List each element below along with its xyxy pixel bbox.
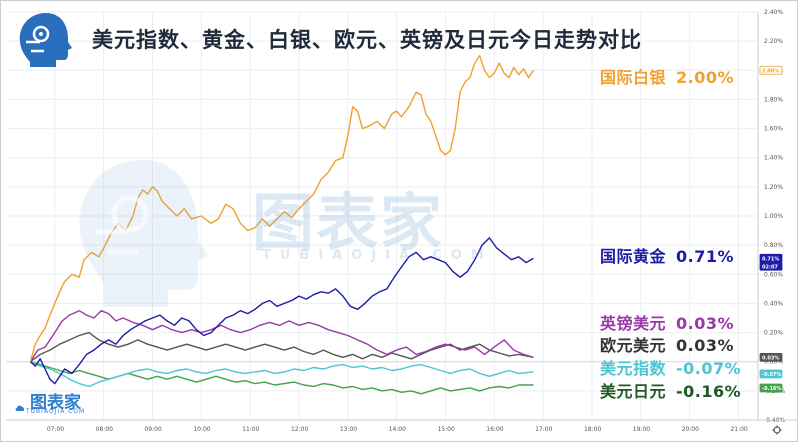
- x-tick-label: 12:00: [291, 426, 308, 433]
- y-tick-label: 0.40%: [764, 300, 783, 307]
- x-tick-label: 10:00: [193, 426, 210, 433]
- label-dxy: 美元指数 -0.07%: [600, 355, 741, 379]
- label-gold: 国际黄金 0.71%: [600, 243, 734, 267]
- label-eur-value: 0.03%: [676, 336, 735, 355]
- x-tick-label: 09:00: [144, 426, 161, 433]
- label-jpy: 美元日元 -0.16%: [600, 378, 741, 402]
- series-line-eur: [29, 331, 534, 363]
- label-gbp-value: 0.03%: [676, 314, 735, 333]
- label-dxy-value: -0.07%: [676, 359, 742, 378]
- x-tick-label: 13:00: [340, 426, 357, 433]
- price-badge-gold_extra: [759, 261, 783, 271]
- price-badge-text-jpy: -0.16%: [762, 386, 781, 392]
- label-gbp: 英镑美元 0.03%: [600, 310, 734, 334]
- y-tick-label: 2.40%: [764, 9, 783, 16]
- x-tick-label: 07:00: [47, 426, 64, 433]
- label-dxy-name: 美元指数: [600, 359, 667, 378]
- price-badge-text-silver: 2.00%: [762, 68, 779, 74]
- x-tick-label: 17:00: [535, 426, 552, 433]
- y-tick-label: 0.60%: [764, 271, 783, 278]
- settings-gear-icon[interactable]: [772, 425, 782, 435]
- x-tick-label: 11:00: [242, 426, 259, 433]
- x-tick-label: 08:00: [96, 426, 113, 433]
- y-tick-label: 1.60%: [764, 126, 783, 133]
- y-tick-label: 2.20%: [764, 38, 783, 45]
- x-tick-label: 20:00: [682, 426, 699, 433]
- watermark-head-icon: [79, 160, 208, 307]
- price-badge-dxy: [759, 369, 783, 379]
- label-eur-name: 欧元美元: [600, 336, 667, 355]
- series-line-dxy: [30, 361, 534, 388]
- price-badge-text-gold: 0.71%: [762, 256, 779, 262]
- chart-title: 美元指数、黄金、白银、欧元、英镑及日元今日走势对比: [92, 28, 642, 52]
- watermark-text: 图表家: [252, 186, 445, 259]
- label-silver: 国际白银 2.00%: [600, 64, 734, 88]
- cloud-icon: [15, 405, 25, 411]
- x-tick-label: 18:00: [584, 426, 601, 433]
- label-eur: 欧元美元 0.03%: [600, 332, 734, 356]
- series-line-gbp: [29, 310, 534, 363]
- y-tick-label: 0.20%: [764, 330, 783, 337]
- x-tick-label: 21:00: [730, 426, 747, 433]
- watermark-subtext: TUBIAOJIA.COM: [262, 248, 493, 263]
- x-tick-label: 14:00: [389, 426, 406, 433]
- y-tick-label: 1.80%: [764, 96, 783, 103]
- small-brand-logo: 图表家 TUBIAOJIA.COM: [14, 388, 104, 418]
- label-jpy-name: 美元日元: [600, 382, 667, 401]
- x-tick-label: 15:00: [437, 426, 454, 433]
- label-gbp-name: 英镑美元: [600, 314, 667, 333]
- y-tick-label: 1.40%: [764, 155, 783, 162]
- series-line-gold: [29, 237, 534, 385]
- price-badge-text-dxy: -0.07%: [762, 372, 781, 378]
- price-badge-eur: [759, 352, 783, 362]
- small-logo-text: 图表家: [30, 393, 81, 413]
- x-tick-label: 19:00: [633, 426, 650, 433]
- price-badge-silver: [759, 65, 783, 75]
- small-logo-subtext: TUBIAOJIA.COM: [26, 408, 86, 415]
- y-tick-label: 0.00%: [764, 359, 783, 366]
- series-line-jpy: [30, 361, 534, 395]
- price-badge-jpy: [759, 383, 783, 393]
- y-tick-label: 1.00%: [764, 213, 783, 220]
- y-tick-label: 0.80%: [764, 242, 783, 249]
- label-gold-name: 国际黄金: [600, 247, 667, 266]
- label-silver-name: 国际白银: [600, 68, 667, 87]
- label-gold-value: 0.71%: [676, 247, 735, 266]
- price-badge-text-eur: 0.03%: [762, 355, 779, 361]
- price-badge-text-gold_extra: 02:07: [762, 264, 778, 270]
- brand-head-logo-icon: [19, 13, 72, 67]
- y-tick-label: 1.20%: [764, 184, 783, 191]
- label-jpy-value: -0.16%: [676, 382, 742, 401]
- label-silver-value: 2.00%: [676, 68, 735, 87]
- series-line-silver: [29, 55, 534, 362]
- x-tick-label: 16:00: [486, 426, 503, 433]
